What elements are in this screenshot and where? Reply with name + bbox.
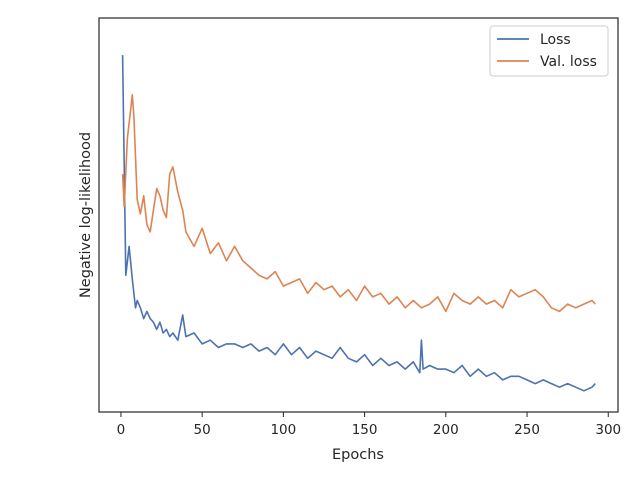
series-layer: [121, 55, 596, 392]
series-line-loss: [121, 55, 596, 392]
x-tick-label: 100: [270, 422, 296, 438]
x-tick-label: 50: [194, 422, 211, 438]
series-line-val-loss: [121, 94, 596, 313]
x-tick-label: 150: [352, 422, 378, 438]
legend-label-val-loss: Val. loss: [540, 54, 597, 70]
legend: Loss Val. loss: [489, 25, 609, 77]
legend-label-loss: Loss: [540, 32, 571, 48]
y-axis-label: Negative log-likelihood: [78, 132, 94, 298]
x-tick-label: 200: [433, 422, 459, 438]
x-axis-ticks: 0 50 100 150 200 250 300: [117, 412, 621, 438]
x-axis-label: Epochs: [332, 447, 384, 463]
plot-frame: [98, 17, 619, 413]
x-tick-label: 0: [117, 422, 126, 438]
x-tick-label: 250: [514, 422, 540, 438]
x-tick-label: 300: [595, 422, 621, 438]
